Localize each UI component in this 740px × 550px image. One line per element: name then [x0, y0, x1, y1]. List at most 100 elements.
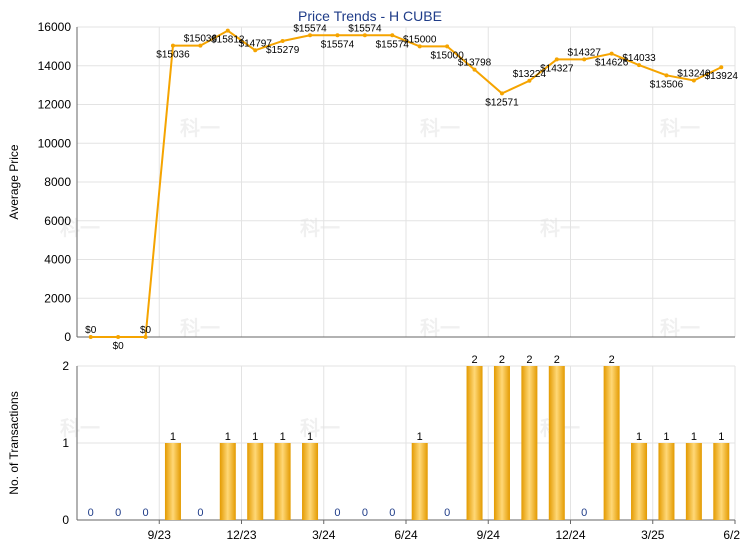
bar: [658, 443, 675, 520]
y-tick-label: 1: [62, 436, 69, 450]
bar: [411, 443, 428, 520]
x-tick-label: 9/24: [477, 528, 501, 542]
y-tick-label: 0: [62, 513, 69, 527]
bar-value-label: 2: [609, 354, 615, 366]
data-point: [390, 33, 395, 38]
data-point: [472, 67, 477, 72]
data-label: $0: [113, 341, 125, 352]
bar: [603, 366, 620, 520]
y-tick-label: 14000: [38, 59, 72, 73]
bar: [493, 366, 510, 520]
data-label: $12571: [485, 97, 519, 108]
y-axis-title: Average Price: [7, 144, 21, 219]
y-tick-label: 8000: [44, 175, 71, 189]
bar-value-label: 2: [554, 354, 560, 366]
watermark-text: 科一: [420, 316, 460, 340]
data-label: $14327: [568, 47, 602, 58]
bar: [685, 443, 702, 520]
data-point: [116, 335, 121, 339]
watermark-text: 科一: [540, 216, 580, 240]
data-label: $15000: [430, 50, 464, 61]
data-point: [582, 57, 587, 62]
data-label: $13240: [677, 68, 711, 79]
x-tick-label: 9/23: [148, 528, 172, 542]
y-tick-label: 4000: [44, 253, 71, 267]
data-label: $14033: [622, 53, 656, 64]
data-point: [637, 63, 642, 68]
bar-value-label: 1: [636, 431, 642, 443]
data-label: $15812: [211, 35, 245, 46]
bar-value-label: 1: [718, 431, 724, 443]
bar-value-label: 0: [88, 507, 94, 519]
data-label: $0: [140, 325, 152, 336]
data-point: [362, 33, 367, 38]
watermark-text: 科一: [60, 216, 100, 240]
data-label: $15574: [321, 39, 355, 50]
data-label: $15574: [376, 39, 410, 50]
data-label: $13924: [705, 71, 739, 82]
data-label: $15036: [184, 34, 218, 45]
data-label: $14327: [540, 63, 574, 74]
bar-value-label: 0: [197, 507, 203, 519]
bar-value-label: 0: [389, 507, 395, 519]
bar: [466, 366, 483, 520]
y-tick-label: 2000: [44, 291, 71, 305]
x-tick-label: 12/24: [555, 528, 585, 542]
bar-value-label: 2: [499, 354, 505, 366]
watermark-text: 科一: [420, 116, 460, 140]
data-point: [198, 43, 203, 48]
data-label: $13506: [650, 79, 684, 90]
bar: [631, 443, 648, 520]
data-point: [170, 43, 175, 48]
data-label: $0: [85, 325, 97, 336]
watermark-text: 科一: [300, 216, 340, 240]
bar: [274, 443, 291, 520]
chart-title: Price Trends - H CUBE: [298, 8, 442, 24]
watermark-text: 科一: [660, 316, 700, 340]
data-point: [499, 91, 504, 96]
bar-value-label: 1: [170, 431, 176, 443]
x-tick-label: 6/25: [723, 528, 740, 542]
bar-value-label: 1: [307, 431, 313, 443]
bar: [713, 443, 730, 520]
bar-value-label: 1: [691, 431, 697, 443]
watermark-text: 科一: [180, 116, 220, 140]
y-tick-label: 10000: [38, 136, 72, 150]
bar: [302, 443, 319, 520]
bar-value-label: 0: [581, 507, 587, 519]
data-point: [253, 48, 258, 53]
data-point: [445, 44, 450, 49]
data-point: [225, 28, 230, 33]
bar: [247, 443, 264, 520]
x-tick-label: 3/25: [641, 528, 665, 542]
bar-value-label: 0: [142, 507, 148, 519]
x-tick-label: 3/24: [312, 528, 336, 542]
data-label: $13224: [513, 69, 547, 80]
data-point: [335, 33, 340, 38]
bar-value-label: 0: [334, 507, 340, 519]
bar-value-label: 0: [362, 507, 368, 519]
bar-value-label: 1: [417, 431, 423, 443]
watermark-text: 科一: [660, 116, 700, 140]
data-point: [417, 44, 422, 49]
y-tick-label: 16000: [38, 20, 72, 34]
y-tick-label: 0: [64, 330, 71, 344]
x-tick-label: 6/24: [394, 528, 418, 542]
data-label: $15279: [266, 45, 300, 56]
bar: [164, 443, 181, 520]
series-line: [90, 29, 722, 338]
transactions-bar-panel: 0 1 2 No. of Transactions 0 0 0 1 0 1 1 1 1 0 0 0 1 0 2 2 2 2…: [7, 354, 740, 542]
y-axis-title: No. of Transactions: [7, 391, 21, 494]
data-point: [609, 51, 614, 56]
bar-value-label: 0: [444, 507, 450, 519]
data-point: [719, 65, 724, 70]
data-label: $14797: [239, 38, 273, 49]
y-tick-label: 2: [62, 359, 69, 373]
watermark-text: 科一: [300, 416, 340, 440]
data-point: [308, 33, 313, 38]
y-tick-label: 6000: [44, 214, 71, 228]
data-point: [691, 78, 696, 83]
watermark-text: 科一: [180, 316, 220, 340]
data-point: [88, 335, 93, 339]
